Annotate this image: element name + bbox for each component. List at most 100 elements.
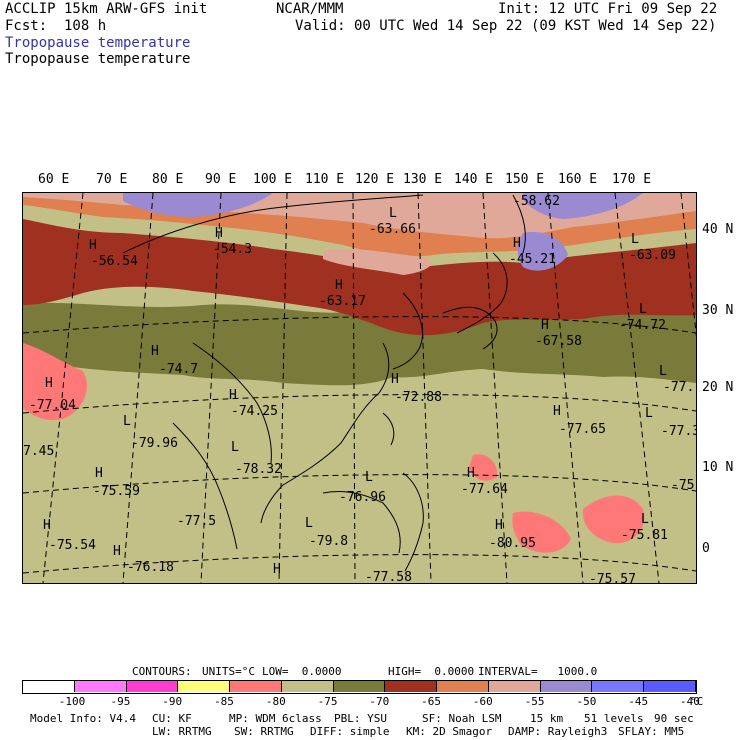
- colorbar-tick-label: -80: [265, 695, 286, 708]
- center-marker: L: [305, 516, 313, 531]
- center-marker: L: [645, 406, 653, 421]
- colorbar-cell: [74, 681, 127, 692]
- contours-label: CONTOURS:: [132, 665, 192, 678]
- lon-label: 160 E: [558, 172, 598, 187]
- center-marker: L: [389, 206, 397, 221]
- cumulus-scheme: CU: KF: [152, 712, 192, 725]
- lon-label: 60 E: [38, 172, 70, 187]
- center-marker: H: [95, 466, 103, 481]
- lon-label: 130 E: [403, 172, 443, 187]
- coastlines: [122, 194, 526, 572]
- center-value: -63.09: [629, 248, 676, 263]
- center-value: -63.66: [369, 222, 416, 237]
- center-value: -79.8: [309, 534, 349, 549]
- lat-label: 10 N: [702, 460, 734, 475]
- center-value: -75.81: [621, 528, 668, 543]
- contours-units: UNITS=°C: [202, 665, 255, 678]
- colorbar-tick-label: -95: [110, 695, 131, 708]
- tropopause-temperature-map: H -56.54 H -54.3 L -63.66 -58.62 H -45.2…: [22, 192, 697, 584]
- center-marker: L: [659, 364, 667, 379]
- contours-high: HIGH= 0.0000: [388, 665, 475, 678]
- contours-low: LOW= 0.0000: [262, 665, 342, 678]
- km-option: KM: 2D Smagor: [406, 725, 493, 738]
- lon-label: 90 E: [205, 172, 237, 187]
- center-value: -45.21: [509, 252, 556, 267]
- center-marker: H: [391, 372, 399, 387]
- center-value: -63.17: [319, 294, 366, 309]
- shading-patch-blue-north: [123, 193, 273, 217]
- center-value: -77.65: [559, 422, 606, 437]
- colorbar-tick-label: -45: [628, 695, 649, 708]
- colorbar-tick-label: -55: [524, 695, 545, 708]
- center-value: -77.5: [177, 514, 217, 529]
- center-marker: L: [639, 302, 647, 317]
- center-marker: H: [229, 388, 237, 403]
- colorbar: [22, 680, 697, 694]
- surface-scheme: SF: Noah LSM: [422, 712, 502, 725]
- shading-band-dark-olive: [23, 302, 696, 386]
- center-value: -77.3: [661, 424, 697, 439]
- shaded-field-title: Tropopause temperature: [5, 35, 191, 51]
- lon-label: 110 E: [305, 172, 345, 187]
- center-value: -79.96: [131, 436, 178, 451]
- center-marker: H: [495, 518, 503, 533]
- center-value: -74.7: [159, 362, 199, 377]
- center-marker: H: [467, 466, 475, 481]
- center-value: -74.72: [619, 318, 666, 333]
- colorbar-cell: [540, 681, 593, 692]
- contours-interval: INTERVAL= 1000.0: [478, 665, 598, 678]
- diffusion-option: DIFF: simple: [310, 725, 390, 738]
- center-value: -75: [671, 478, 695, 493]
- center-marker: H: [151, 344, 159, 359]
- lon-label: 70 E: [96, 172, 128, 187]
- center-value: -77.58: [365, 570, 412, 584]
- shading-patch-blue-east: [517, 231, 568, 271]
- shading-band-dark-red: [23, 219, 696, 336]
- colorbar-cell: [178, 681, 231, 692]
- center-marker: L: [123, 414, 131, 429]
- center-value: -80.95: [489, 536, 536, 551]
- center-marker: L: [641, 512, 649, 527]
- colorbar-tick-label: -60: [472, 695, 493, 708]
- colorbar-cell: [437, 681, 489, 692]
- center-label: NCAR/MMM: [276, 1, 344, 17]
- shading-patch-pink-sea: [469, 454, 498, 481]
- shading-patch-salmon: [323, 248, 432, 275]
- center-value: -75.57: [589, 572, 636, 584]
- colorbar-cell: [126, 681, 179, 692]
- model-title: ACCLIP 15km ARW-GFS init: [5, 1, 208, 17]
- lon-label: 120 E: [355, 172, 395, 187]
- surface-layer-option: SFLAY: MM5: [618, 725, 685, 738]
- lon-label: 150 E: [505, 172, 545, 187]
- colorbar-cell: [333, 681, 386, 692]
- lon-label: 80 E: [152, 172, 184, 187]
- center-value: -54.3: [213, 242, 253, 257]
- center-value: 7.45: [23, 444, 55, 459]
- lat-label: 0: [702, 541, 710, 556]
- center-marker: L: [631, 232, 639, 247]
- shading-patch-blue-pacific: [523, 193, 643, 219]
- center-value: -76.96: [339, 490, 386, 505]
- time-step: 90 sec: [654, 712, 694, 725]
- center-value: -58.62: [513, 194, 560, 209]
- valid-time: Valid: 00 UTC Wed 14 Sep 22 (09 KST Wed …: [295, 18, 717, 34]
- pbl-scheme: PBL: YSU: [334, 712, 387, 725]
- colorbar-cell: [281, 681, 334, 692]
- center-value: -56.54: [91, 254, 138, 269]
- center-value: -77.04: [29, 398, 76, 413]
- center-marker: H: [43, 518, 51, 533]
- contour-field-title: Tropopause temperature: [5, 51, 191, 67]
- colorbar-cell: [644, 681, 696, 692]
- vertical-levels: 51 levels: [584, 712, 644, 725]
- lat-label: 20 N: [702, 380, 734, 395]
- center-value: -72.88: [395, 390, 442, 405]
- colorbar-cell: [23, 681, 75, 692]
- colorbar-tick-label: -100: [58, 695, 86, 708]
- colorbar-tick-label: -70: [369, 695, 390, 708]
- center-value: -77.64: [461, 482, 508, 497]
- center-marker: H: [113, 544, 121, 559]
- center-marker: H: [215, 226, 223, 241]
- colorbar-tick-label: -75: [317, 695, 338, 708]
- center-marker: H: [45, 376, 53, 391]
- center-value: -77.: [663, 380, 695, 395]
